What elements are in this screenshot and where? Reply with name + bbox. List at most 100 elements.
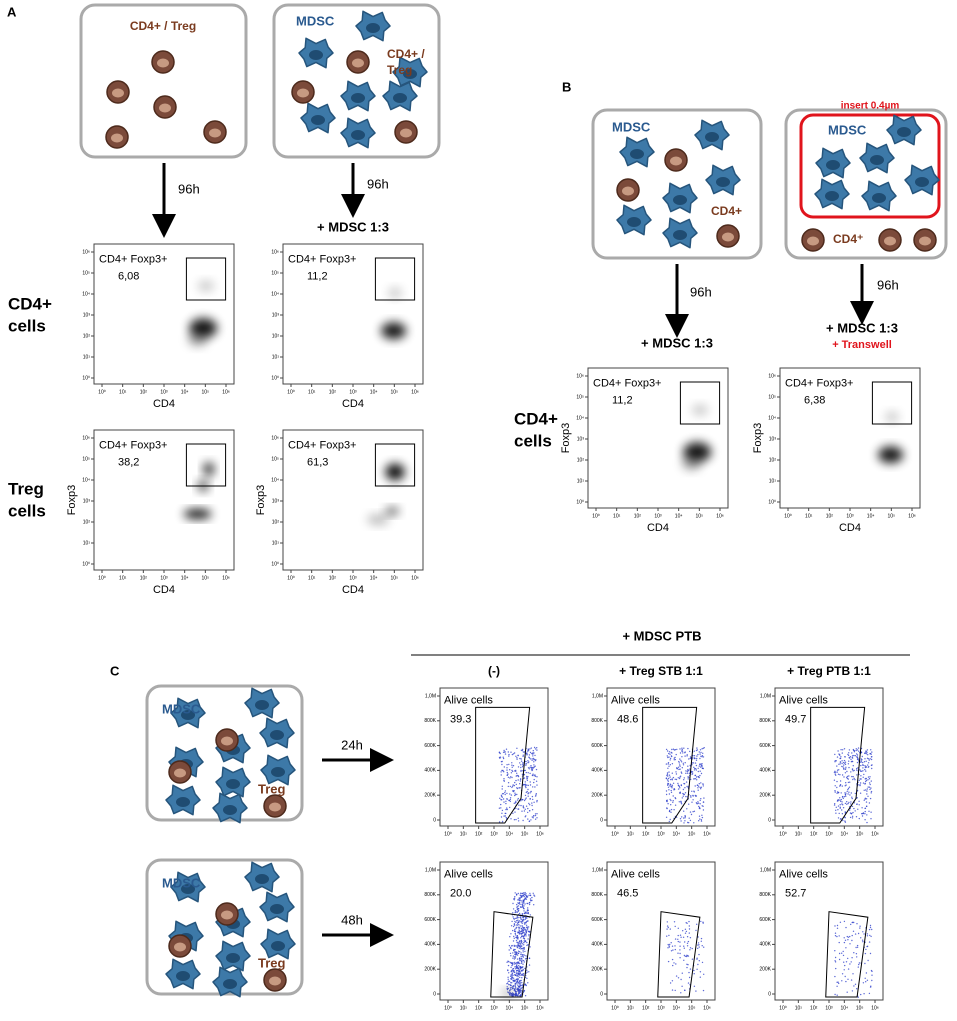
mdsc-nucleus [311,115,325,125]
event [836,800,839,802]
event [841,760,843,762]
x-tick-label: 10⁶ [411,389,419,395]
event [669,982,672,984]
event [524,816,526,818]
event [689,811,692,813]
event [680,759,682,762]
y-tick-label: 10² [272,333,280,339]
event [842,819,844,822]
label: 96h [690,284,712,299]
event [515,952,518,955]
event [509,806,511,809]
event [517,950,520,952]
event [518,992,520,994]
x-tick-label: 10³ [160,575,168,581]
event [518,921,520,923]
event [515,936,517,939]
event [527,772,529,774]
event [692,795,694,797]
event [857,932,860,935]
event [511,762,513,764]
event [866,979,869,981]
event [870,818,872,820]
event [700,820,703,822]
event [518,898,520,900]
y-tick-label: 10⁰ [576,499,584,505]
event [860,761,862,763]
x-tick-label: 10⁵ [202,575,210,581]
event [507,773,509,775]
event [682,788,685,791]
event [517,919,519,921]
x-tick-label: 10⁵ [521,831,529,837]
label: CD4+ Foxp3+ [99,253,167,265]
event [693,973,695,975]
event [839,757,842,760]
event [524,893,526,895]
event [836,756,839,758]
event [518,969,520,972]
event [528,754,531,756]
event [862,761,864,764]
event [699,770,701,772]
event [850,792,852,794]
event [839,763,841,765]
event [837,817,840,819]
event [851,797,853,800]
x-tick-label: 10² [329,575,337,581]
event [531,896,533,899]
mdsc-nucleus [226,953,240,963]
event [520,948,522,950]
event [525,786,527,789]
event [862,770,864,772]
event [689,757,691,760]
event [834,975,836,978]
event [667,763,669,765]
event [845,766,847,768]
event [834,760,836,762]
event [841,774,844,776]
event [844,811,847,814]
event [521,958,523,960]
x-tick-label: 10¹ [119,575,127,581]
event [522,917,525,919]
event [517,936,519,938]
event [507,776,510,778]
event [844,763,847,766]
event [532,755,534,757]
event [834,961,837,963]
y-tick-label: 10¹ [272,354,280,360]
event [514,994,516,996]
event [532,757,535,760]
mdsc-nucleus [673,195,687,205]
x-tick-label: 10¹ [795,831,803,837]
event [517,817,519,819]
event [866,751,868,754]
x-tick-label: 10¹ [460,1005,468,1011]
mdsc-nucleus [872,193,886,203]
event [834,785,836,787]
event [842,954,845,957]
event [845,795,847,797]
event [845,782,847,784]
event [522,929,525,932]
event [506,764,508,766]
x-tick-label: 10⁰ [287,389,295,395]
gate [679,381,721,425]
x-tick-label: 10⁰ [611,1005,619,1011]
event [510,776,512,778]
event [512,952,514,954]
x-tick-label: 10¹ [119,389,127,395]
event [851,934,853,937]
event [693,985,696,987]
y-tick-label: 10³ [272,498,280,504]
event [833,779,836,781]
event [683,779,685,781]
event [515,994,518,996]
event [844,821,847,823]
event [855,748,857,750]
x-tick-label: 10¹ [613,513,621,519]
event [851,768,854,770]
event [515,978,517,981]
event [514,990,517,992]
